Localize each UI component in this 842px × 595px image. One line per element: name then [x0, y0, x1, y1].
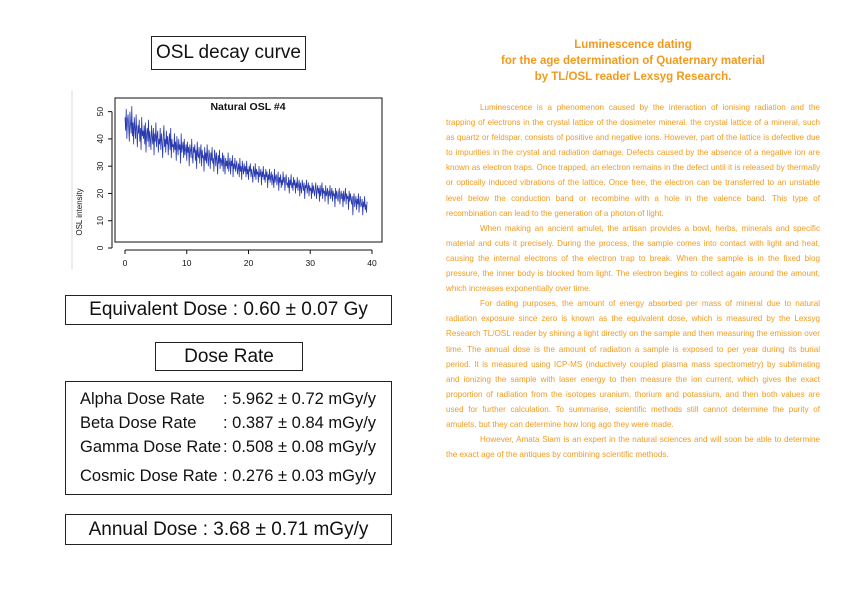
article-title-line-1: Luminescence dating: [574, 39, 692, 51]
cosmic-dose-rate-label: Cosmic Dose Rate: [80, 467, 218, 485]
dose-rate-title-box: Dose Rate: [155, 342, 303, 371]
article-body: Luminescence is a phenomenon caused by t…: [446, 100, 820, 462]
paragraph-1: Luminescence is a phenomenon caused by t…: [446, 103, 820, 218]
paragraph-4: However, Amata Siam is an expert in the …: [446, 435, 820, 460]
article-title: Luminescence dating for the age determin…: [446, 37, 820, 85]
chart-plot-frame: [114, 97, 383, 243]
osl-decay-curve-title-box: OSL decay curve: [151, 36, 306, 70]
series-line-0: [124, 106, 368, 216]
x-tick-label-4: 40: [367, 258, 377, 268]
gamma-dose-rate-row: Gamma Dose Rate: 0.508 ± 0.08 mGy/y: [80, 438, 376, 457]
alpha-dose-rate-value: : 5.962 ± 0.72 mGy/y: [223, 390, 377, 408]
paragraph-3: For dating purposes, the amount of energ…: [446, 299, 820, 429]
y-tick-label-3: 30: [95, 161, 105, 171]
article-title-line-3: by TL/OSL reader Lexsyg Research.: [534, 71, 732, 83]
gamma-dose-rate-label: Gamma Dose Rate: [80, 438, 222, 456]
annual-dose-value: Annual Dose : 3.68 ± 0.71 mGy/y: [88, 518, 369, 540]
cosmic-dose-rate-value: : 0.276 ± 0.03 mGy/y: [223, 467, 377, 485]
y-tick-label-2: 20: [95, 188, 105, 198]
x-tick-label-0: 0: [123, 258, 128, 268]
y-tick-label-0: 0: [95, 245, 105, 250]
cosmic-dose-rate-row: Cosmic Dose Rate : 0.276 ± 0.03 mGy/y: [80, 467, 376, 486]
gamma-dose-rate-value: : 0.508 ± 0.08 mGy/y: [223, 438, 377, 456]
y-axis-label: OSL intensity: [75, 188, 84, 235]
paragraph-2: When making an ancient amulet, the artis…: [446, 223, 820, 294]
annual-dose-box: Annual Dose : 3.68 ± 0.71 mGy/y: [65, 514, 392, 545]
x-tick-label-3: 30: [306, 258, 316, 268]
dose-rate-title: Dose Rate: [184, 345, 274, 367]
x-tick-label-1: 10: [182, 258, 192, 268]
osl-decay-chart: Natural OSL #4 OSL intensity 0 10 20 30 40 0 1…: [71, 90, 383, 270]
chart-title: Natural OSL #4: [210, 101, 285, 113]
y-tick-label-5: 50: [95, 107, 105, 117]
equivalent-dose-box: Equivalent Dose : 0.60 ± 0.07 Gy: [65, 295, 392, 325]
y-tick-label-1: 10: [95, 216, 105, 226]
equivalent-dose-value: Equivalent Dose : 0.60 ± 0.07 Gy: [89, 299, 368, 320]
dose-rates-box: Alpha Dose Rate : 5.962 ± 0.72 mGy/y Beta…: [65, 381, 392, 495]
alpha-dose-rate-row: Alpha Dose Rate : 5.962 ± 0.72 mGy/y: [80, 390, 376, 409]
x-tick-label-2: 20: [244, 258, 254, 268]
beta-dose-rate-label: Beta Dose Rate: [80, 414, 197, 432]
article-title-line-2: for the age determination of Quaternary …: [501, 55, 765, 67]
beta-dose-rate-row: Beta Dose Rate : 0.387 ± 0.84 mGy/y: [80, 414, 376, 433]
y-tick-label-4: 40: [95, 134, 105, 144]
osl-decay-curve-title: OSL decay curve: [155, 42, 302, 63]
alpha-dose-rate-label: Alpha Dose Rate: [80, 390, 205, 408]
beta-dose-rate-value: : 0.387 ± 0.84 mGy/y: [223, 414, 377, 432]
